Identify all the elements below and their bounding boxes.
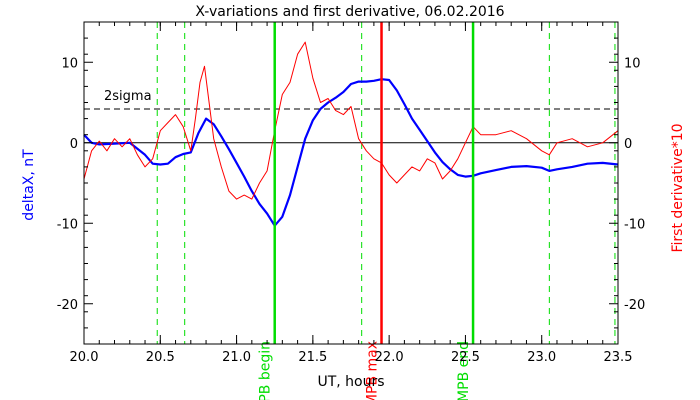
deltax-series-line: [83, 78, 619, 227]
sigma-label: 2sigma: [104, 89, 152, 104]
reference-lines: [84, 22, 618, 344]
x-tick-label-20.0: 20.0: [70, 350, 99, 365]
y-right-tick-label--20: -20: [624, 298, 645, 313]
chart-title: X-variations and first derivative, 06.02…: [195, 4, 504, 20]
x-tick-label-21.5: 21.5: [298, 350, 327, 365]
y-right-tick-label--10: -10: [624, 217, 645, 232]
x-tick-label-22.0: 22.0: [375, 350, 404, 365]
y-left-axis-title: deltaX, nT: [21, 149, 37, 221]
x-tick-label-22.5: 22.5: [451, 350, 480, 365]
x-tick-label-23.5: 23.5: [604, 350, 633, 365]
series-lines: [83, 41, 619, 227]
mpb-begin-label: MPB begin: [258, 341, 274, 400]
mpb-end-label: MPB end: [456, 341, 472, 400]
y-left-tick-label--20: -20: [57, 298, 78, 313]
axes: 20.0 20.5 21.0 21.5 22.0 22.5 23.0 23.5 10 10 0 0 -1…: [57, 21, 645, 365]
y-left-tick-label--10: -10: [57, 217, 78, 232]
x-tick-label-20.5: 20.5: [146, 350, 175, 365]
y-right-axis-title: First derivative*10: [670, 123, 686, 252]
x-tick-label-21.0: 21.0: [222, 350, 251, 365]
y-right-tick-label-0: 0: [624, 137, 632, 152]
x-axis-title: UT, hours: [317, 374, 384, 390]
mpb-max-label: MPB max: [365, 341, 381, 400]
derivative-series-line: [83, 41, 619, 200]
x-tick-label-23.0: 23.0: [527, 350, 556, 365]
y-left-tick-label-10: 10: [61, 56, 78, 71]
y-right-tick-label-10: 10: [624, 56, 641, 71]
y-left-tick-label-0: 0: [70, 137, 78, 152]
event-markers: MPB begin MPB max MPB end: [258, 22, 475, 400]
